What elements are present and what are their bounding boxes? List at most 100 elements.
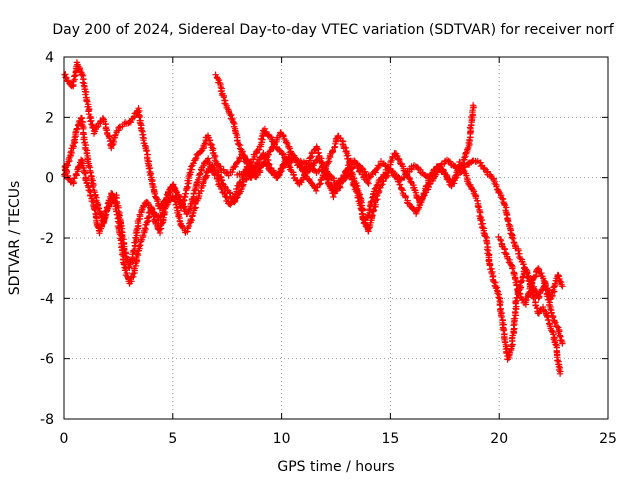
data-point xyxy=(87,118,94,125)
data-point xyxy=(482,233,489,240)
data-point xyxy=(70,137,78,145)
data-point xyxy=(191,205,198,212)
data-point xyxy=(553,323,561,330)
x-axis-label: GPS time / hours xyxy=(277,459,394,475)
data-point xyxy=(245,158,252,166)
data-point xyxy=(385,165,392,172)
data-point xyxy=(221,190,228,197)
data-point xyxy=(358,164,366,172)
data-point xyxy=(396,156,403,164)
data-point xyxy=(82,91,89,98)
data-point xyxy=(369,211,376,219)
data-point xyxy=(149,209,156,216)
data-point xyxy=(163,202,170,209)
data-point xyxy=(283,139,290,146)
data-point xyxy=(79,122,86,130)
data-point xyxy=(445,157,452,165)
data-point xyxy=(74,125,81,132)
data-point xyxy=(232,163,239,170)
data-point xyxy=(82,145,89,153)
x-tick-label: 25 xyxy=(599,431,617,447)
data-point xyxy=(398,186,405,193)
data-point xyxy=(509,235,517,242)
y-tick-label: 2 xyxy=(45,110,54,126)
data-point xyxy=(396,181,404,188)
data-point xyxy=(211,157,219,164)
data-point xyxy=(508,342,515,350)
data-point xyxy=(77,115,85,122)
data-point xyxy=(336,182,343,190)
data-point xyxy=(88,121,95,128)
data-point xyxy=(558,337,565,344)
data-point xyxy=(70,178,77,185)
x-tick-label: 5 xyxy=(168,431,177,447)
data-point xyxy=(192,155,199,162)
data-point xyxy=(130,113,138,120)
data-point xyxy=(401,174,408,181)
data-point xyxy=(85,162,92,170)
data-point xyxy=(185,172,192,180)
data-point xyxy=(197,170,204,177)
data-point xyxy=(497,237,505,244)
data-point xyxy=(477,163,485,170)
data-point xyxy=(341,176,348,183)
data-point xyxy=(248,162,255,170)
data-point xyxy=(186,220,193,227)
data-point xyxy=(171,198,179,205)
y-tick-label: -4 xyxy=(40,291,54,307)
data-point xyxy=(311,166,318,173)
data-point xyxy=(464,160,472,167)
data-point xyxy=(509,265,516,272)
data-point xyxy=(347,173,355,180)
data-series xyxy=(61,59,566,377)
data-point xyxy=(452,172,459,179)
data-point xyxy=(365,180,372,187)
data-point xyxy=(234,137,241,145)
data-point xyxy=(93,124,100,131)
data-point xyxy=(547,305,554,313)
data-point xyxy=(143,147,150,155)
data-point xyxy=(518,295,526,303)
data-point xyxy=(71,73,78,80)
data-point xyxy=(145,165,153,172)
data-point xyxy=(522,297,529,304)
data-point xyxy=(147,170,155,177)
y-axis-label: SDTVAR / TECUs xyxy=(7,181,23,296)
data-point xyxy=(535,265,542,272)
series-trace-e xyxy=(212,71,259,175)
data-point xyxy=(344,155,352,163)
data-point xyxy=(523,296,530,304)
data-point xyxy=(262,152,269,160)
y-tick-label: 0 xyxy=(45,171,54,187)
data-point xyxy=(353,188,360,195)
data-point xyxy=(79,79,87,86)
data-point xyxy=(559,283,566,290)
data-point xyxy=(234,194,241,201)
data-point xyxy=(446,158,454,165)
data-point xyxy=(445,176,452,184)
data-point xyxy=(544,313,551,321)
data-point xyxy=(535,293,543,300)
data-point xyxy=(83,179,91,186)
data-point xyxy=(556,332,563,339)
data-point xyxy=(525,289,532,297)
data-point xyxy=(182,190,189,197)
data-point xyxy=(494,290,501,297)
data-point xyxy=(166,189,173,196)
data-point xyxy=(62,74,69,81)
data-point xyxy=(108,144,115,152)
data-point xyxy=(232,130,239,137)
y-tick-label: 4 xyxy=(45,50,54,66)
data-point xyxy=(190,160,197,167)
data-point xyxy=(184,183,191,190)
data-point xyxy=(138,127,145,134)
data-point xyxy=(383,173,390,180)
data-point xyxy=(559,340,566,347)
data-point xyxy=(91,206,98,213)
data-point xyxy=(358,205,365,213)
data-point xyxy=(156,226,163,234)
data-point xyxy=(239,182,246,189)
data-point xyxy=(461,154,468,161)
data-point xyxy=(138,207,145,215)
